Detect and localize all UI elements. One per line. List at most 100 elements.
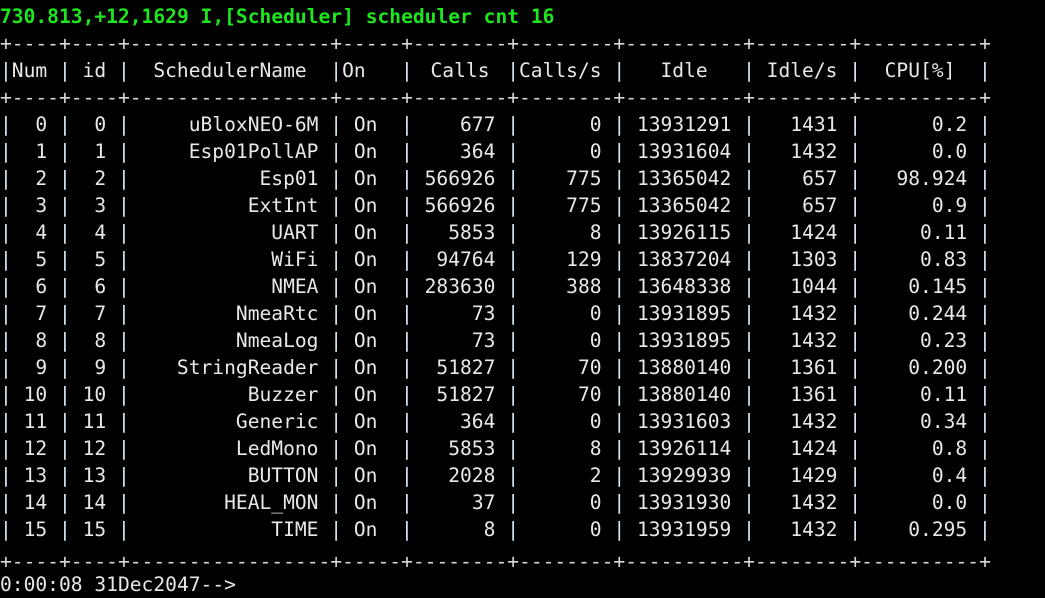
- table-cell: 2: [35, 167, 48, 190]
- table-row: | 14 | 14 | HEAL_MON | On | 37 | 0 | 13931930 | 1432 | 0.…: [0, 489, 991, 516]
- column-separator: |: [507, 275, 519, 298]
- column-separator: |: [117, 464, 130, 487]
- table-cell: 8: [589, 221, 602, 244]
- table-cell: On: [353, 383, 378, 406]
- table-cell: 0.200: [908, 356, 968, 379]
- column-header: Idle: [660, 59, 708, 82]
- table-cell: LedMono: [235, 437, 319, 460]
- column-separator: |: [507, 248, 519, 271]
- table-cell: 1432: [790, 491, 838, 514]
- column-separator: |: [507, 356, 519, 379]
- table-cell: 0: [94, 113, 107, 136]
- table-header-border: +----+----+-----------------+-----+-----…: [0, 86, 991, 109]
- column-separator: |: [743, 113, 755, 136]
- column-separator: |: [849, 410, 862, 433]
- table-cell: 0.2: [931, 113, 968, 136]
- column-separator: |: [401, 383, 413, 406]
- column-separator: |: [613, 275, 626, 298]
- column-separator: |: [0, 140, 12, 163]
- table-cell: 70: [577, 356, 602, 379]
- column-header: Num: [11, 59, 48, 82]
- table-cell: 1424: [790, 437, 838, 460]
- table-cell: 0.0: [931, 140, 968, 163]
- table-cell: 0.11: [920, 221, 968, 244]
- column-separator: |: [58, 302, 71, 325]
- column-separator: |: [0, 221, 12, 244]
- column-separator: |: [330, 410, 343, 433]
- table-cell: 13: [23, 464, 48, 487]
- table-cell: ExtInt: [247, 194, 319, 217]
- table-cell: 0: [589, 140, 602, 163]
- column-separator: |: [613, 329, 626, 352]
- column-separator: |: [849, 383, 862, 406]
- table-cell: On: [353, 410, 378, 433]
- column-separator: |: [507, 329, 519, 352]
- table-row: | 6 | 6 | NMEA | On | 283630 | 388 | 13648338 | 1044 | 0.…: [0, 273, 991, 300]
- table-cell: 1431: [790, 113, 838, 136]
- column-separator: |: [58, 410, 71, 433]
- table-cell: 566926: [424, 194, 496, 217]
- table-cell: 1432: [790, 329, 838, 352]
- table-cell: UART: [271, 221, 319, 244]
- table-cell: 364: [460, 410, 496, 433]
- table-cell: 3: [94, 194, 107, 217]
- column-separator: |: [849, 221, 862, 244]
- column-separator: |: [401, 59, 413, 82]
- column-separator: |: [330, 140, 343, 163]
- column-separator: |: [849, 518, 862, 541]
- column-separator: |: [330, 194, 343, 217]
- table-cell: 1361: [790, 356, 838, 379]
- column-separator: |: [613, 167, 626, 190]
- table-cell: 13929939: [636, 464, 732, 487]
- column-separator: |: [507, 221, 519, 244]
- table-cell: On: [353, 167, 378, 190]
- column-separator: |: [979, 491, 991, 514]
- table-cell: 0.145: [908, 275, 968, 298]
- column-separator: |: [507, 194, 519, 217]
- table-cell: On: [353, 491, 378, 514]
- column-separator: |: [330, 518, 343, 541]
- table-cell: 0.34: [920, 410, 968, 433]
- column-separator: |: [507, 113, 519, 136]
- column-separator: |: [613, 356, 626, 379]
- column-separator: |: [117, 113, 130, 136]
- column-separator: |: [330, 329, 343, 352]
- table-cell: 1432: [790, 518, 838, 541]
- column-separator: |: [507, 167, 519, 190]
- command-prompt[interactable]: 0:00:08 31Dec2047-->: [0, 573, 236, 596]
- column-separator: |: [743, 356, 755, 379]
- column-separator: |: [330, 221, 343, 244]
- table-cell: On: [353, 329, 378, 352]
- table-row: | 15 | 15 | TIME | On | 8 | 0 | 13931959 | 1432 | 0.295 |: [0, 516, 991, 543]
- column-header: id: [82, 59, 107, 82]
- column-separator: |: [849, 167, 862, 190]
- column-separator: |: [979, 383, 991, 406]
- table-cell: 73: [471, 302, 496, 325]
- table-cell: Buzzer: [247, 383, 319, 406]
- column-header: Idle/s: [766, 59, 838, 82]
- column-separator: |: [979, 113, 991, 136]
- table-cell: On: [353, 437, 378, 460]
- table-row: | 3 | 3 | ExtInt | On | 566926 | 775 | 13365042 | 657 | 0…: [0, 192, 991, 219]
- column-separator: |: [743, 140, 755, 163]
- column-separator: |: [849, 59, 862, 82]
- table-cell: 14: [23, 491, 48, 514]
- column-separator: |: [58, 491, 71, 514]
- table-cell: 5: [35, 248, 48, 271]
- table-cell: 677: [460, 113, 496, 136]
- table-cell: 9: [94, 356, 107, 379]
- column-separator: |: [979, 194, 991, 217]
- column-separator: |: [979, 59, 991, 82]
- column-separator: |: [117, 518, 130, 541]
- table-cell: 12: [82, 437, 107, 460]
- table-cell: 0: [35, 113, 48, 136]
- table-cell: uBloxNEO-6M: [188, 113, 319, 136]
- table-cell: Esp01PollAP: [188, 140, 319, 163]
- column-separator: |: [117, 410, 130, 433]
- table-cell: On: [353, 518, 378, 541]
- table-cell: 13931930: [636, 491, 732, 514]
- table-cell: 8: [589, 437, 602, 460]
- table-cell: 1424: [790, 221, 838, 244]
- table-cell: 15: [23, 518, 48, 541]
- column-separator: |: [507, 437, 519, 460]
